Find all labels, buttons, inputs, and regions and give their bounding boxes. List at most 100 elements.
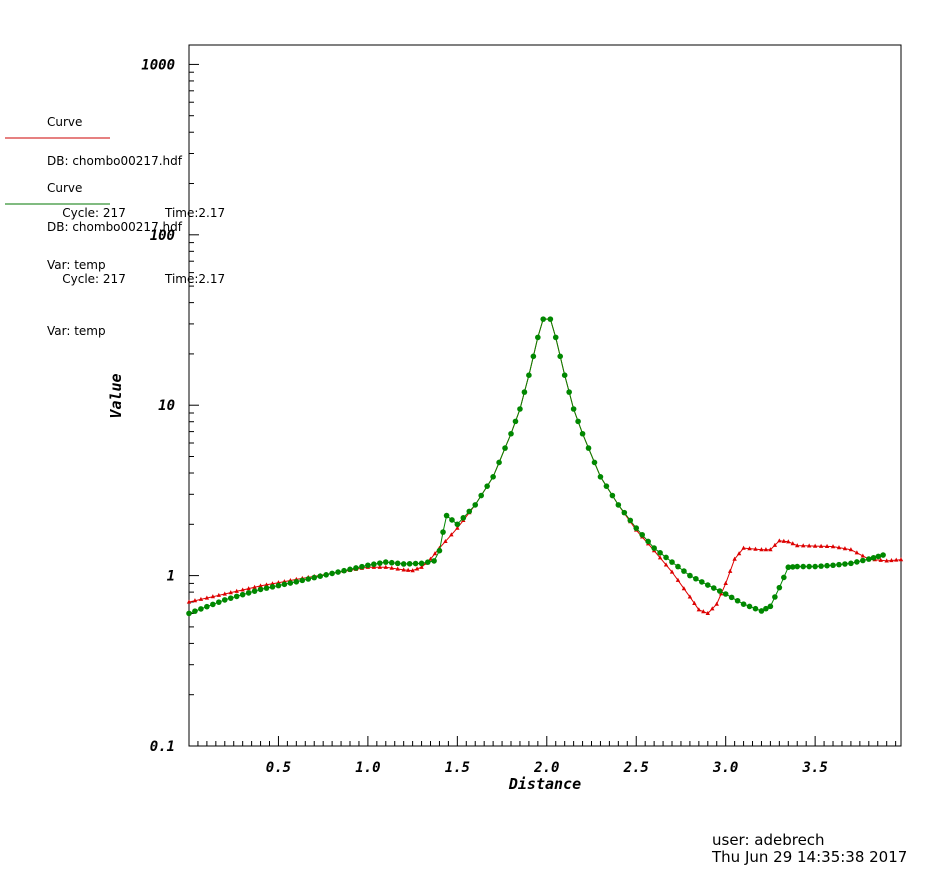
data-point xyxy=(812,543,818,548)
data-point xyxy=(699,579,705,585)
data-point xyxy=(305,576,312,582)
data-point xyxy=(353,565,359,571)
data-point xyxy=(460,515,467,521)
data-point xyxy=(414,566,420,571)
data-point xyxy=(388,559,395,566)
data-point xyxy=(633,525,640,531)
data-point xyxy=(734,597,741,604)
legend-time: Time:2.17 xyxy=(165,206,226,220)
data-point xyxy=(759,547,764,552)
data-point xyxy=(627,517,634,524)
data-point xyxy=(806,543,812,548)
x-axis-ticks: 0.5 1.0 1.5 2.0 2.5 3.0 3.5 xyxy=(197,736,897,776)
data-point xyxy=(781,538,787,543)
data-point xyxy=(198,606,204,612)
series-line xyxy=(188,318,884,614)
data-point xyxy=(432,551,438,556)
data-point xyxy=(716,588,723,594)
data-point xyxy=(669,569,675,574)
data-point xyxy=(227,595,234,601)
data-point xyxy=(521,389,528,395)
data-point xyxy=(663,562,669,567)
data-point xyxy=(692,600,697,605)
data-point xyxy=(552,334,559,341)
data-point xyxy=(701,609,706,614)
data-point xyxy=(245,590,252,596)
data-point xyxy=(728,594,735,601)
data-point xyxy=(878,557,883,562)
data-point xyxy=(204,595,210,600)
footer-date: Thu Jun 29 14:35:38 2017 xyxy=(712,848,908,866)
data-point xyxy=(535,334,541,341)
data-point xyxy=(740,601,747,607)
data-point xyxy=(579,430,586,437)
data-point xyxy=(443,538,448,544)
data-point xyxy=(675,563,681,570)
x-tick-label: 2.5 xyxy=(623,760,649,776)
data-point xyxy=(335,569,341,575)
data-point xyxy=(526,372,532,379)
data-point xyxy=(824,543,830,549)
legend-cycle: Cycle: 217 xyxy=(62,206,126,220)
data-point xyxy=(204,603,210,610)
data-point xyxy=(746,603,753,610)
data-point xyxy=(216,599,222,605)
data-point xyxy=(222,591,227,596)
plot-frame xyxy=(188,44,902,747)
legend-entry-1: Curve DB: chombo00217.hdf Cycle: 217 Time… xyxy=(47,90,225,285)
data-point xyxy=(561,372,568,379)
data-point xyxy=(860,553,866,558)
data-point xyxy=(258,583,263,588)
data-point xyxy=(246,586,251,591)
data-point xyxy=(371,561,377,568)
data-point xyxy=(758,608,765,614)
y-tick-label: 10 xyxy=(158,398,175,414)
data-point xyxy=(557,353,564,360)
data-point xyxy=(186,610,192,617)
x-tick-label: 2.0 xyxy=(533,760,559,776)
data-point xyxy=(455,525,460,530)
data-point xyxy=(287,580,294,586)
data-point xyxy=(894,557,899,562)
data-point xyxy=(830,562,836,569)
data-point xyxy=(812,563,818,570)
data-point xyxy=(795,543,800,548)
data-point xyxy=(836,545,842,550)
data-point xyxy=(669,559,675,565)
data-point xyxy=(263,585,270,591)
data-point xyxy=(389,565,394,570)
data-point xyxy=(269,584,276,590)
data-point xyxy=(727,568,733,573)
data-point xyxy=(789,564,796,570)
data-point xyxy=(801,543,806,548)
data-point xyxy=(186,599,192,604)
x-tick-label: 3.5 xyxy=(801,760,827,776)
data-point xyxy=(405,567,411,572)
data-point xyxy=(311,574,318,581)
legend-db: DB: chombo00217.hdf xyxy=(47,154,182,168)
y-tick-label: 1 xyxy=(167,569,175,585)
data-point xyxy=(517,406,523,412)
data-point xyxy=(347,566,353,573)
data-point xyxy=(842,561,848,567)
data-point xyxy=(681,586,687,591)
data-point xyxy=(710,606,715,611)
data-point xyxy=(454,521,461,528)
y-tick-label: 1000 xyxy=(141,57,175,73)
data-point xyxy=(714,601,719,606)
data-point xyxy=(412,560,419,567)
data-point xyxy=(880,552,886,558)
data-point xyxy=(329,570,335,577)
data-point xyxy=(377,560,383,566)
data-point xyxy=(443,512,450,519)
data-point xyxy=(341,567,347,574)
data-point xyxy=(777,538,782,543)
data-point xyxy=(898,557,904,562)
data-point xyxy=(478,492,484,499)
data-point xyxy=(192,598,198,603)
data-point xyxy=(854,550,860,555)
data-point xyxy=(675,577,681,582)
data-point xyxy=(575,418,581,425)
